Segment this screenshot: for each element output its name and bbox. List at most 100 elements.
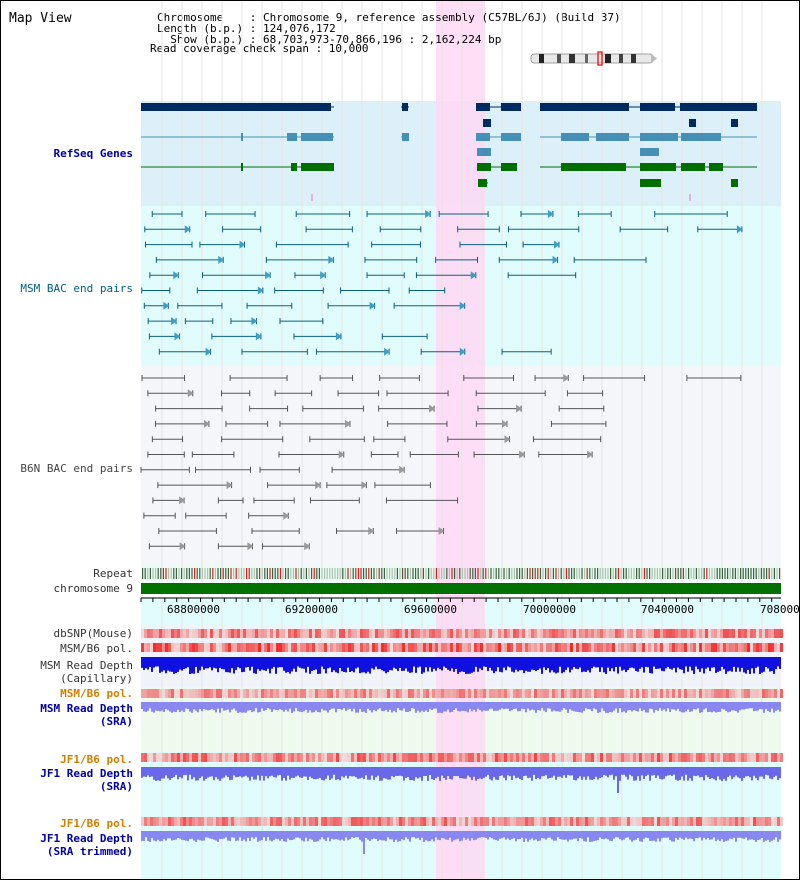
bac-pair[interactable] [558,405,605,412]
bac-pair[interactable] [364,256,418,263]
gene-feature[interactable] [141,103,334,111]
bac-pair[interactable] [522,240,560,249]
gene-feature[interactable] [731,119,738,127]
bac-pair[interactable] [327,301,376,310]
bac-pair[interactable] [463,375,515,381]
bac-pair[interactable] [151,436,184,443]
bac-pair[interactable] [230,317,258,326]
bac-pair[interactable] [379,226,422,233]
bac-pair[interactable] [140,466,190,473]
bac-pair[interactable] [217,497,244,504]
bac-pair[interactable] [566,390,604,397]
bac-pair[interactable] [143,512,176,519]
bac-pair[interactable] [447,435,511,444]
bac-pair[interactable] [387,420,448,427]
bac-pair[interactable] [229,375,288,381]
bac-pair[interactable] [147,389,194,398]
bac-pair[interactable] [259,466,300,473]
bac-pair[interactable] [477,404,523,413]
bac-pair[interactable] [158,347,212,356]
label-msm-bac[interactable]: MSM BAC end pairs [20,282,133,295]
bac-pair[interactable] [274,390,313,397]
gene-feature[interactable] [141,163,334,171]
bac-pair[interactable] [366,272,405,279]
bac-pair[interactable] [319,375,354,381]
label-b6n-bac[interactable]: B6N BAC end pairs [20,462,133,475]
bac-pair[interactable] [154,419,210,428]
bac-pair[interactable] [155,405,223,412]
bac-pair[interactable] [385,497,459,504]
bac-pair[interactable] [149,271,180,280]
gene-feature[interactable] [483,119,491,127]
bac-pair[interactable] [148,332,181,341]
bac-pair[interactable] [393,301,466,310]
bac-pair[interactable] [211,332,262,341]
bac-pair[interactable] [457,226,500,233]
bac-pair[interactable] [253,497,295,504]
bac-pair[interactable] [619,226,669,233]
bac-pair[interactable] [220,390,251,397]
bac-pair[interactable] [147,317,178,326]
bac-pair[interactable] [371,241,421,248]
bac-pair[interactable] [141,287,171,294]
gene-feature[interactable] [476,133,521,141]
bac-pair[interactable] [409,451,459,458]
bac-pair[interactable] [309,497,360,504]
gene-feature[interactable] [401,133,409,141]
bac-pair[interactable] [302,405,364,412]
bac-pair[interactable] [262,542,311,551]
gene-feature[interactable] [478,179,488,187]
bac-pair[interactable] [151,211,183,217]
bac-pair[interactable] [195,466,251,473]
bac-pair[interactable] [340,287,390,294]
bac-pair[interactable] [336,527,375,535]
bac-pair[interactable] [278,450,345,459]
bac-pair[interactable] [293,332,342,341]
bac-pair[interactable] [222,226,262,233]
label-refseq-genes[interactable]: RefSeq Genes [53,147,133,160]
bac-pair[interactable] [532,436,602,443]
gene-feature[interactable] [477,148,491,156]
bac-pair[interactable] [155,255,225,264]
bac-pair[interactable] [331,465,406,474]
bac-pair[interactable] [248,511,290,520]
gene-feature[interactable] [640,179,661,187]
bac-pair[interactable] [251,528,300,534]
bac-pair[interactable] [408,287,446,294]
bac-pair[interactable] [241,348,308,355]
bac-pair[interactable] [583,375,646,381]
bac-pair[interactable] [686,375,742,381]
bac-pair[interactable] [381,333,428,340]
bac-pair[interactable] [274,287,324,294]
bac-pair[interactable] [507,226,580,233]
bac-pair[interactable] [294,271,327,280]
gene-feature[interactable] [476,103,521,111]
bac-pair[interactable] [520,210,554,218]
bac-pair[interactable] [373,436,406,443]
bac-pair[interactable] [420,347,466,356]
bac-pair[interactable] [295,211,351,217]
bac-pair[interactable] [315,347,391,356]
gene-feature[interactable] [477,163,517,171]
bac-pair[interactable] [370,451,399,458]
bac-pair[interactable] [498,255,559,264]
bac-pair[interactable] [374,482,431,489]
bac-pair[interactable] [379,375,420,381]
bac-pair[interactable] [577,211,612,217]
bac-pair[interactable] [435,256,479,263]
bac-pair[interactable] [202,271,272,280]
bac-pair[interactable] [152,496,186,505]
gene-feature[interactable] [141,133,334,141]
bac-pair[interactable] [378,404,436,413]
bac-pair[interactable] [654,211,728,217]
bac-pair[interactable] [185,512,227,519]
gene-feature[interactable] [640,148,659,156]
bac-pair[interactable] [221,436,284,443]
gene-feature[interactable] [401,103,409,111]
bac-pair[interactable] [144,225,191,234]
bac-pair[interactable] [158,528,217,534]
bac-pair[interactable] [275,241,349,248]
bac-pair[interactable] [144,241,193,248]
chromosome-ideogram-icon[interactable] [530,51,657,66]
bac-pair[interactable] [337,390,380,397]
